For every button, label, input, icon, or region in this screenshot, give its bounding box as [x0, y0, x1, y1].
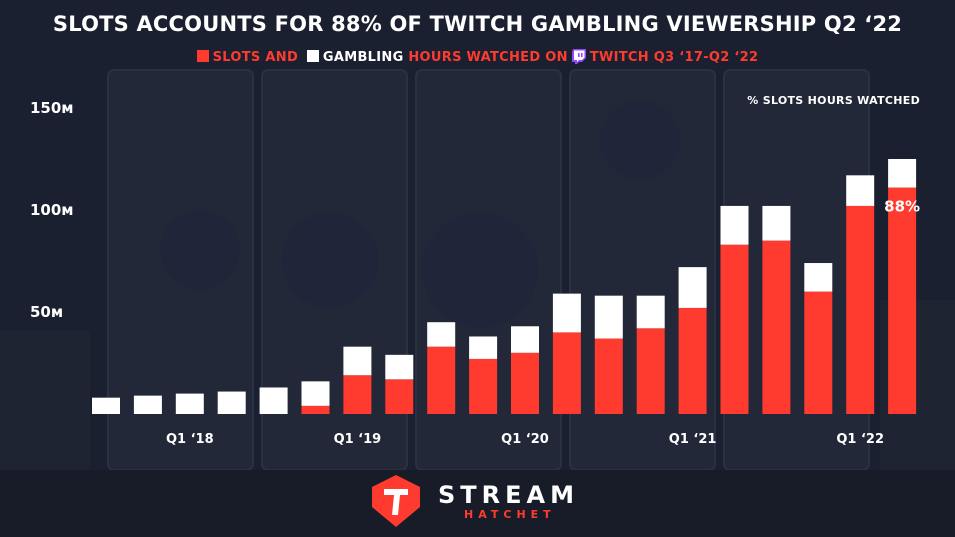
bar-gambling-segment: [552, 293, 581, 333]
bar-gambling-segment: [469, 336, 498, 359]
subtitle-part-slots: SLOTS AND: [212, 50, 299, 65]
bar-gambling-segment: [343, 346, 372, 376]
bar-gambling-segment: [92, 397, 120, 414]
bar-gambling-segment: [175, 393, 204, 414]
bar-gambling-segment: [301, 381, 330, 406]
x-tick-label: Q1 ‘21: [669, 432, 717, 447]
bar-slots-segment: [343, 375, 372, 414]
bar-slots-segment: [427, 346, 456, 414]
subtitle-part-gambling: GAMBLING: [322, 50, 404, 65]
bar-slots-segment: [385, 379, 414, 414]
logo-subword: HATCHET: [464, 508, 556, 521]
bar-gambling-segment: [511, 326, 539, 353]
bar-gambling-segment: [133, 395, 162, 414]
subtitle-part-twitch: TWITCH Q3 ‘17-Q2 ‘22: [589, 50, 759, 65]
stream-hatchet-shield-icon: [372, 475, 420, 527]
bar-gambling-segment: [427, 322, 456, 347]
bar-gambling-segment: [259, 387, 288, 414]
y-tick-label: 50м: [30, 303, 63, 321]
bar-gambling-segment: [762, 205, 791, 241]
slots-legend-swatch: [196, 50, 209, 62]
gambling-legend-swatch: [306, 50, 319, 62]
x-tick-label: Q1 ‘22: [836, 432, 884, 447]
bar-gambling-segment: [804, 263, 833, 292]
bar-gambling-segment: [720, 205, 749, 245]
chart-subtitle: SLOTS AND GAMBLING HOURS WATCHED ON TWITC…: [0, 48, 955, 65]
bar-slots-segment: [552, 332, 581, 414]
bar-slots-segment: [469, 358, 498, 414]
subtitle-part-hours: HOURS WATCHED ON: [408, 50, 568, 65]
bar-slots-segment: [762, 240, 791, 414]
data-label-percent: 88%: [884, 198, 920, 216]
bar-slots-segment: [636, 328, 665, 414]
stream-hatchet-logo: STREAM HATCHET: [368, 473, 588, 531]
bar-gambling-segment: [888, 159, 917, 188]
bar-slots-segment: [888, 187, 917, 414]
bar-gambling-segment: [678, 267, 707, 308]
bar-slots-segment: [804, 291, 833, 414]
y-tick-label: 100м: [30, 201, 74, 219]
bar-slots-segment: [511, 352, 539, 414]
x-tick-label: Q1 ‘18: [166, 432, 214, 447]
bar-slots-segment: [846, 205, 875, 414]
twitch-icon: [571, 49, 586, 64]
bar-gambling-segment: [846, 175, 875, 206]
logo-wordmark: STREAM: [438, 481, 579, 509]
y-tick-label: 150м: [30, 99, 74, 117]
slots-percent-note: % SLOTS HOURS WATCHED: [747, 94, 920, 107]
bar-gambling-segment: [594, 295, 623, 339]
bar-gambling-segment: [217, 391, 246, 414]
bar-slots-segment: [594, 338, 623, 414]
x-tick-label: Q1 ‘19: [334, 432, 382, 447]
x-tick-label: Q1 ‘20: [501, 432, 549, 447]
bar-slots-segment: [720, 244, 749, 414]
bar-slots-segment: [301, 405, 330, 414]
chart-title: SLOTS ACCOUNTS FOR 88% OF TWITCH GAMBLIN…: [52, 12, 903, 36]
bar-slots-segment: [678, 307, 707, 414]
bar-gambling-segment: [636, 295, 665, 329]
bar-gambling-segment: [385, 354, 414, 380]
